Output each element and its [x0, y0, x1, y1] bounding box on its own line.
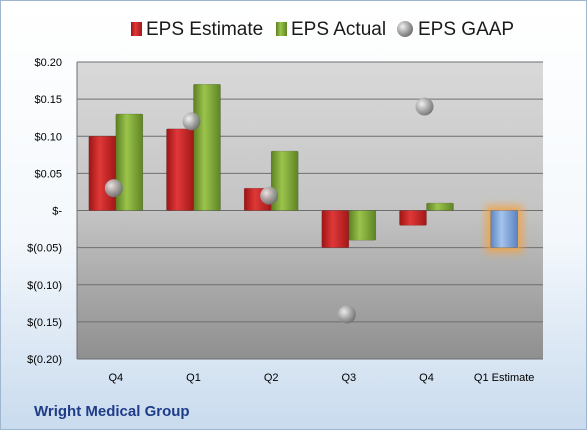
legend-item-estimate: EPS Estimate: [131, 19, 263, 40]
gray-ball-icon: [397, 21, 413, 37]
gaap-marker: [260, 186, 279, 205]
gaap-markers: [104, 97, 434, 324]
x-tick-label: Q4: [108, 372, 123, 384]
y-axis: $0.20 $0.15 $0.10 $0.05 $- $(0.05) $(0.10) $(0.…: [27, 57, 78, 366]
x-tick-label: Q1 Estimate: [474, 372, 535, 384]
x-tick-label: Q3: [341, 372, 356, 384]
x-tick-label: Q1: [186, 372, 201, 384]
legend-item-actual: EPS Actual: [276, 19, 386, 40]
bar-actual: [426, 202, 454, 211]
y-tick-label: $0.10: [34, 131, 62, 143]
bar-future-estimate: [490, 210, 518, 248]
legend-item-gaap: EPS GAAP: [397, 19, 514, 40]
y-tick-label: $(0.10): [27, 280, 62, 292]
y-tick-label: $(0.15): [27, 317, 62, 329]
x-axis: Q4 Q1 Q2 Q3 Q4 Q1 Estimate: [108, 372, 534, 384]
bar-estimate: [399, 210, 427, 226]
y-tick-label: $(0.20): [27, 354, 62, 366]
legend-label-gaap: EPS GAAP: [418, 19, 514, 40]
bar-actual: [193, 84, 221, 211]
gaap-marker: [415, 97, 434, 116]
gaap-marker: [104, 179, 123, 198]
green-bar-icon: [276, 22, 287, 36]
red-bar-icon: [131, 22, 142, 36]
company-name: Wright Medical Group: [34, 403, 190, 420]
y-tick-label: $(0.05): [27, 243, 62, 255]
legend-label-estimate: EPS Estimate: [146, 19, 263, 40]
bar-estimate: [321, 210, 350, 248]
legend-label-actual: EPS Actual: [291, 19, 386, 40]
x-tick-label: Q2: [264, 372, 279, 384]
gaap-marker: [182, 112, 201, 131]
bar-estimate: [166, 128, 194, 211]
y-tick-label: $0.15: [34, 94, 62, 106]
x-tick-label: Q4: [419, 372, 434, 384]
bar-estimate: [88, 136, 117, 211]
y-tick-label: $-: [52, 206, 62, 218]
bar-actual: [348, 210, 377, 241]
y-tick-label: $0.20: [34, 57, 62, 69]
legend: EPS Estimate EPS Actual EPS GAAP: [131, 19, 514, 40]
gridlines: [77, 61, 543, 360]
gaap-marker: [337, 305, 356, 324]
bar-actual: [115, 113, 144, 211]
y-tick-label: $0.05: [34, 168, 62, 180]
